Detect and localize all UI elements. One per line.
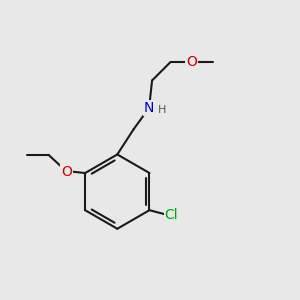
Text: O: O [61,164,72,178]
Text: H: H [158,105,166,115]
Text: Cl: Cl [165,208,178,222]
Text: O: O [187,55,197,69]
Text: N: N [144,101,154,115]
